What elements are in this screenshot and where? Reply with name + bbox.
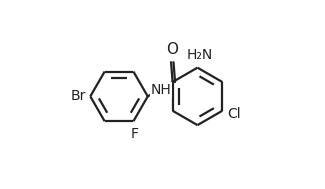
Text: O: O bbox=[166, 42, 178, 57]
Text: NH: NH bbox=[151, 83, 172, 97]
Text: H₂N: H₂N bbox=[186, 48, 213, 62]
Text: Br: Br bbox=[71, 89, 86, 103]
Text: Cl: Cl bbox=[227, 107, 241, 121]
Text: F: F bbox=[130, 127, 138, 141]
